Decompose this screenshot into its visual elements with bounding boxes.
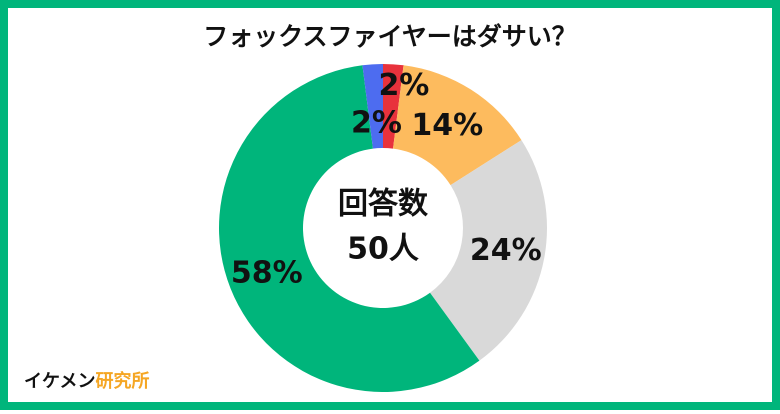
- brand-accent: 研究所: [95, 370, 149, 392]
- donut: [218, 64, 547, 393]
- data-label: 24%: [470, 233, 542, 268]
- slice: [393, 65, 522, 186]
- center-label: 50人: [347, 232, 419, 267]
- center-label: 回答数: [338, 187, 429, 222]
- data-label: 2%: [351, 106, 402, 141]
- data-label: 58%: [231, 256, 303, 291]
- data-label: 14%: [411, 108, 483, 143]
- brand: イケメン: [24, 371, 95, 392]
- slice: [383, 64, 404, 149]
- footer-brand: イケメン研究所: [24, 370, 149, 392]
- data-label: 2%: [378, 68, 429, 103]
- chart-title: フォックスファイヤーはダサい？: [203, 22, 577, 51]
- slice: [362, 64, 383, 149]
- slice: [218, 65, 480, 393]
- slice: [430, 140, 547, 361]
